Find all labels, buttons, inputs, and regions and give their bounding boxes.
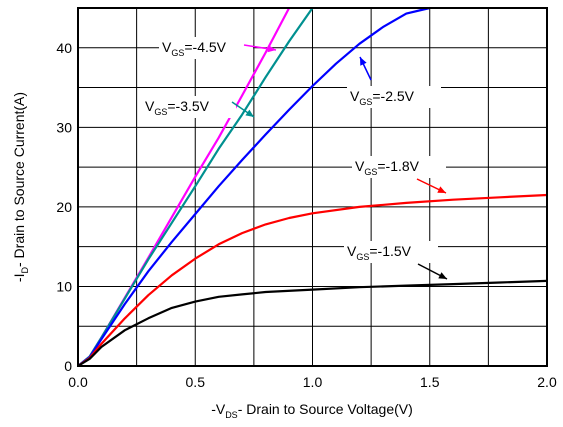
y-tick-label: 10 — [56, 278, 72, 294]
curve-label-background — [352, 156, 446, 178]
arrow-head-icon — [438, 272, 447, 279]
curve-label-background — [142, 96, 236, 118]
curve-annotations: VGS=-4.5V VGS=-3.5V VGS=-2.5V VGS=-1.8V VGS=… — [142, 37, 448, 280]
series-line — [77, 6, 431, 367]
arrow-head-icon — [245, 109, 254, 117]
x-tick-label: 0.0 — [68, 374, 88, 390]
series-line — [77, 193, 548, 367]
curve-label: VGS=-3.5V — [145, 98, 210, 117]
x-tick-label: 1.0 — [303, 374, 323, 390]
curve-label: VGS=-1.8V — [355, 158, 420, 177]
y-tick-label: 30 — [56, 119, 72, 135]
curve-label: VGS=-2.5V — [350, 88, 415, 107]
x-tick-label: 1.5 — [420, 374, 440, 390]
curve-label: VGS=-4.5V — [162, 39, 227, 58]
arrow-head-icon — [267, 45, 276, 53]
y-axis-title: -ID- Drain to Source Current(A) — [11, 92, 30, 282]
curve-label-background — [344, 241, 438, 263]
curve-label: VGS=-1.5V — [347, 243, 412, 262]
y-tick-label: 20 — [56, 199, 72, 215]
y-tick-label: 40 — [56, 40, 72, 56]
y-tick-labels: 0 10 20 30 40 — [56, 40, 72, 374]
x-tick-label: 0.5 — [186, 374, 206, 390]
x-tick-labels: 0.0 0.5 1.0 1.5 2.0 — [68, 374, 557, 390]
x-tick-label: 2.0 — [537, 374, 557, 390]
series-line — [77, 279, 548, 367]
curve-label-background — [159, 37, 253, 59]
plot-frame — [77, 7, 548, 367]
arrow-head-icon — [437, 186, 446, 193]
arrow-head-icon — [360, 57, 367, 66]
curves — [77, 6, 548, 367]
x-axis-title: -VDS- Drain to Source Voltage(V) — [211, 401, 413, 420]
y-tick-label: 0 — [64, 358, 72, 374]
curve-label-background — [347, 86, 441, 108]
